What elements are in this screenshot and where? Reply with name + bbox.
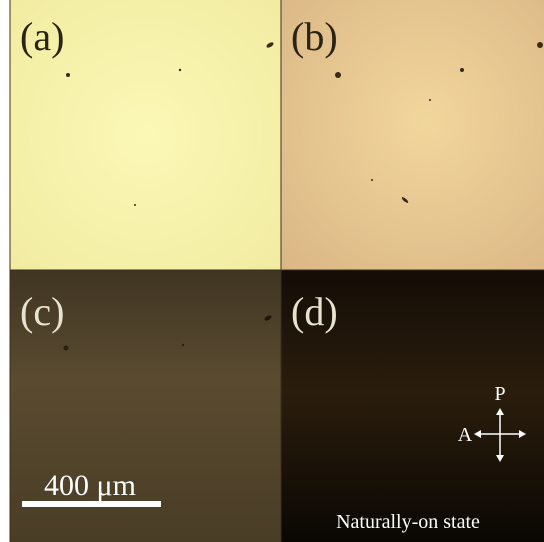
panel-label: (b) (291, 14, 338, 59)
scale-bar (22, 501, 161, 507)
panel-label: (c) (20, 289, 64, 334)
panel-label: (d) (291, 289, 338, 334)
scale-bar-label: 400 μm (44, 469, 136, 502)
figure: (a) (b) (c) (d) 400 μm P A Naturally-on … (0, 0, 544, 542)
analyzer-label: A (458, 424, 473, 446)
caption: Naturally-on state (336, 511, 480, 533)
polarizer-label: P (494, 383, 505, 405)
panel-label: (a) (20, 14, 64, 59)
